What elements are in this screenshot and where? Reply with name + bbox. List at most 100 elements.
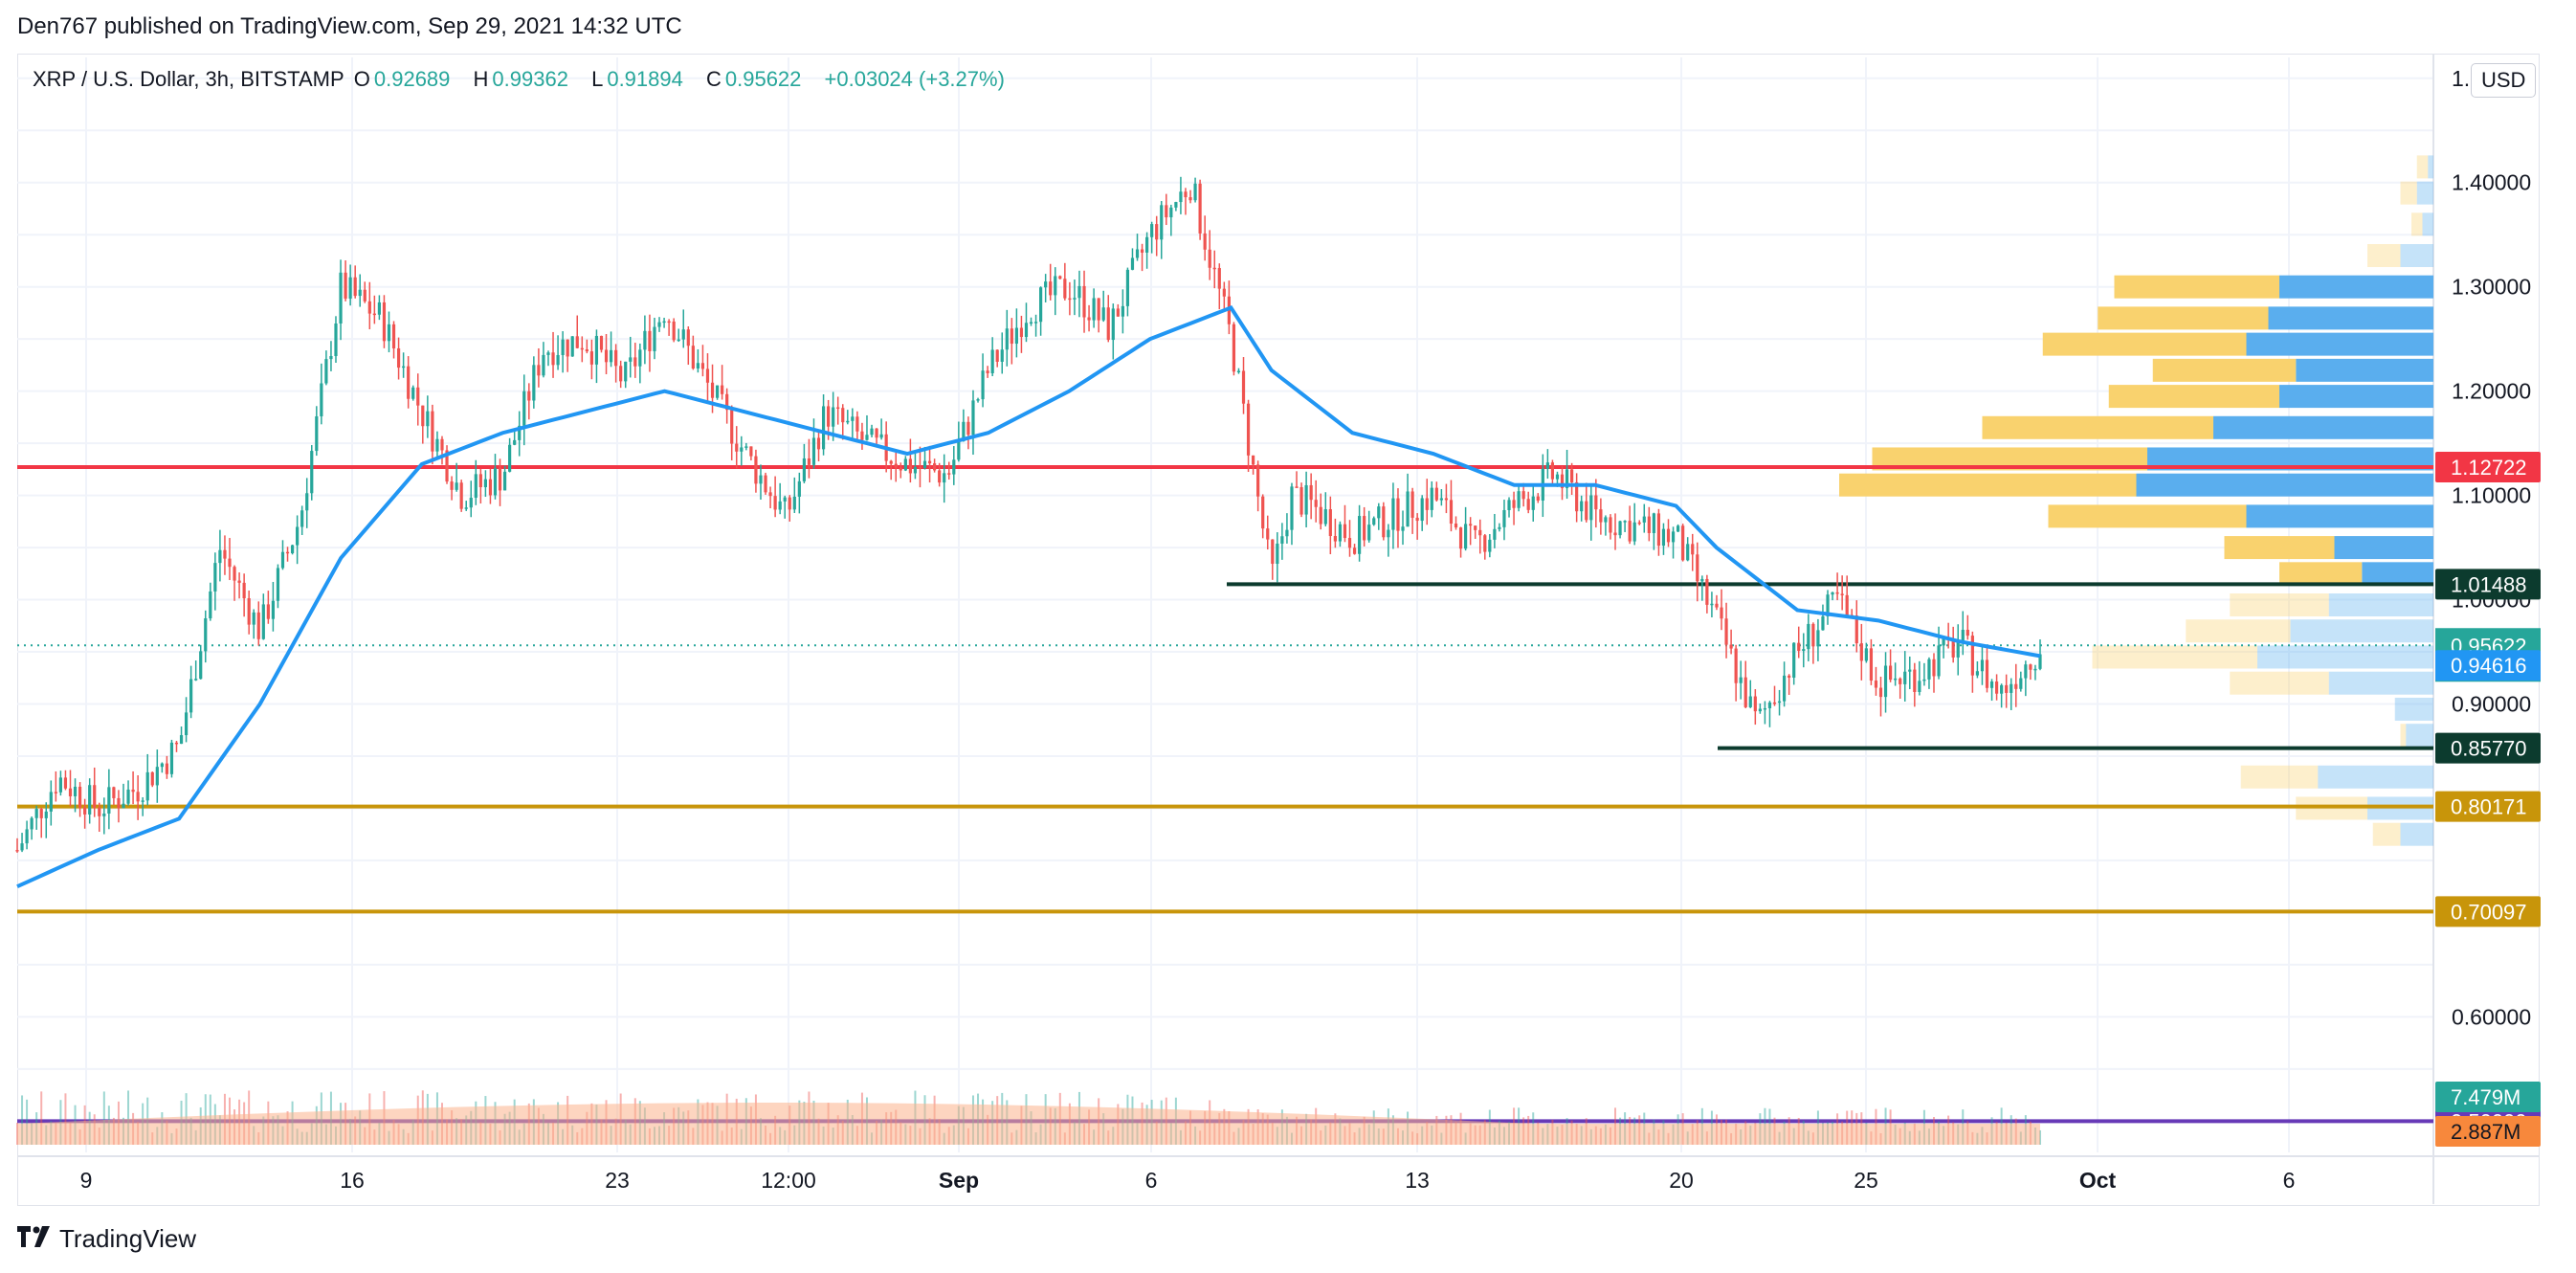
vp-buy-bar — [2092, 645, 2257, 669]
vp-sell-bar — [2136, 473, 2433, 497]
candle-body — [1145, 236, 1149, 253]
vp-buy-bar — [2279, 562, 2363, 586]
candle-body — [1811, 623, 1815, 647]
volume-label: 7.479M — [2451, 1085, 2520, 1109]
candle-body — [49, 792, 53, 812]
candle-body — [1599, 509, 1603, 523]
vp-sell-bar — [2362, 562, 2433, 586]
candle-body — [1632, 522, 1636, 542]
candle-body — [1507, 500, 1511, 510]
candle-body — [344, 272, 347, 299]
candle-body — [1430, 487, 1433, 510]
candle-body — [1729, 644, 1733, 649]
candle-body — [34, 809, 38, 818]
candle-body — [1352, 547, 1357, 554]
candle-body — [643, 330, 647, 350]
y-tick-label: 0.60000 — [2452, 1004, 2531, 1029]
candle-body — [1246, 403, 1251, 456]
candle-body — [1743, 677, 1747, 707]
candle-body — [894, 463, 898, 468]
candle-body — [691, 346, 695, 368]
candle-body — [1323, 509, 1327, 525]
candle-body — [811, 437, 816, 465]
candle-body — [145, 771, 149, 801]
candle-body — [700, 363, 705, 369]
candle-body — [1835, 592, 1839, 594]
candle-body — [407, 366, 411, 399]
price-level-label: 0.70097 — [2451, 900, 2527, 924]
x-tick-label: 20 — [1669, 1168, 1694, 1193]
candle-body — [1049, 281, 1053, 296]
candle-body — [1555, 474, 1560, 480]
candle-body — [377, 302, 382, 315]
close-label: C — [705, 67, 722, 91]
candle-body — [802, 458, 806, 481]
candle-body — [493, 468, 498, 496]
candle-body — [1000, 349, 1004, 362]
volume-ma-label: 2.887M — [2451, 1120, 2520, 1144]
candle-body — [1184, 191, 1188, 198]
price-level-label: 0.80171 — [2451, 795, 2527, 819]
candle-body — [455, 482, 458, 490]
candle-body — [1266, 528, 1270, 540]
candle-body — [1111, 308, 1115, 341]
candle-body — [126, 789, 130, 804]
candle-body — [1700, 578, 1704, 582]
vp-sell-bar — [2400, 244, 2433, 268]
candle-body — [1198, 183, 1202, 234]
candle-body — [1792, 642, 1796, 679]
candle-body — [1285, 529, 1289, 537]
vp-buy-bar — [2108, 385, 2279, 409]
candle-body — [705, 368, 710, 383]
candle-body — [1970, 636, 1974, 676]
candle-body — [832, 407, 835, 427]
candle-body — [271, 600, 276, 619]
candle-body — [532, 365, 536, 401]
candle-body — [1565, 469, 1569, 488]
candle-body — [353, 277, 357, 297]
candle-body — [1942, 637, 1945, 646]
candle-body — [744, 446, 748, 448]
currency-button[interactable]: USD — [2471, 63, 2537, 98]
candle-body — [1280, 536, 1284, 544]
candle-body — [1894, 678, 1898, 681]
candle-body — [1232, 324, 1236, 372]
candle-body — [1019, 327, 1024, 338]
candle-body — [943, 473, 946, 483]
candle-body — [1252, 455, 1255, 465]
vp-buy-bar — [2400, 724, 2407, 748]
candle-body — [638, 349, 642, 367]
candle-body — [1150, 224, 1154, 237]
candle-body — [1734, 648, 1738, 683]
candle-body — [624, 361, 628, 382]
candle-body — [247, 598, 251, 625]
candle-body — [1425, 498, 1429, 510]
candle-body — [68, 788, 73, 796]
candle-body — [1319, 506, 1322, 525]
candle-body — [1033, 322, 1038, 324]
vp-sell-bar — [2257, 645, 2433, 669]
candle-body — [88, 785, 92, 815]
candle-body — [204, 618, 208, 652]
candle-body — [1165, 205, 1168, 218]
candle-body — [681, 329, 685, 340]
vp-buy-bar — [2240, 765, 2319, 789]
candle-body — [261, 604, 265, 639]
candle-body — [63, 777, 68, 789]
candle-body — [169, 742, 174, 774]
vp-buy-bar — [2230, 671, 2329, 695]
candle-body — [740, 447, 744, 452]
y-tick-label: 1.40000 — [2452, 170, 2531, 195]
candle-body — [1777, 701, 1782, 704]
candle-body — [1449, 500, 1454, 525]
volume-profile — [1839, 155, 2433, 846]
candle-body — [1618, 521, 1622, 536]
candle-body — [1054, 276, 1057, 296]
candle-body — [1343, 524, 1347, 539]
candle-body — [662, 321, 666, 324]
candle-body — [1087, 317, 1091, 321]
price-level-label-bg — [2435, 791, 2541, 822]
brand[interactable]: TradingView — [17, 1223, 196, 1254]
candle-body — [788, 497, 791, 510]
